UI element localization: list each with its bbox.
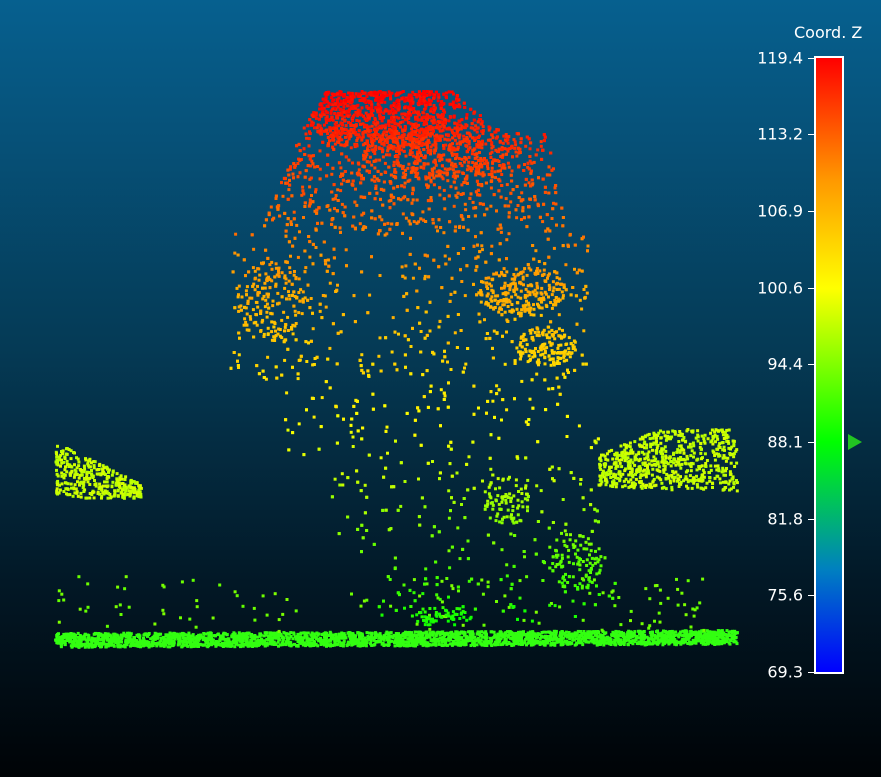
scale-tick-label: 119.4: [757, 48, 803, 68]
scale-tick-mark: [808, 594, 814, 596]
scale-tick-label: 106.9: [757, 201, 803, 221]
scale-tick-mark: [808, 672, 814, 673]
scale-tick-label: 94.4: [767, 354, 803, 374]
tree-points: [229, 90, 617, 627]
scale-tick-mark: [808, 133, 814, 135]
color-scale-bar[interactable]: [814, 56, 844, 674]
scale-tick-label: 69.3: [767, 662, 803, 682]
scale-tick-mark: [808, 518, 814, 520]
scale-tick-label: 75.6: [767, 585, 803, 605]
scale-tick-mark: [808, 364, 814, 366]
left-bush-points: [54, 444, 143, 500]
scale-tick-label: 100.6: [757, 278, 803, 298]
scalar-bar-title: Coord. Z: [794, 23, 863, 42]
right-bush-points: [598, 428, 739, 493]
scale-tick-label: 81.8: [767, 509, 803, 529]
ground-points: [54, 575, 739, 649]
scale-tick-mark: [808, 211, 814, 213]
scalar-slider-handle[interactable]: [848, 433, 862, 450]
scale-tick-mark: [808, 441, 814, 443]
scale-tick-label: 113.2: [757, 124, 803, 144]
scale-tick-mark: [808, 58, 814, 59]
scale-tick-mark: [808, 288, 814, 290]
scale-tick-label: 88.1: [767, 432, 803, 452]
